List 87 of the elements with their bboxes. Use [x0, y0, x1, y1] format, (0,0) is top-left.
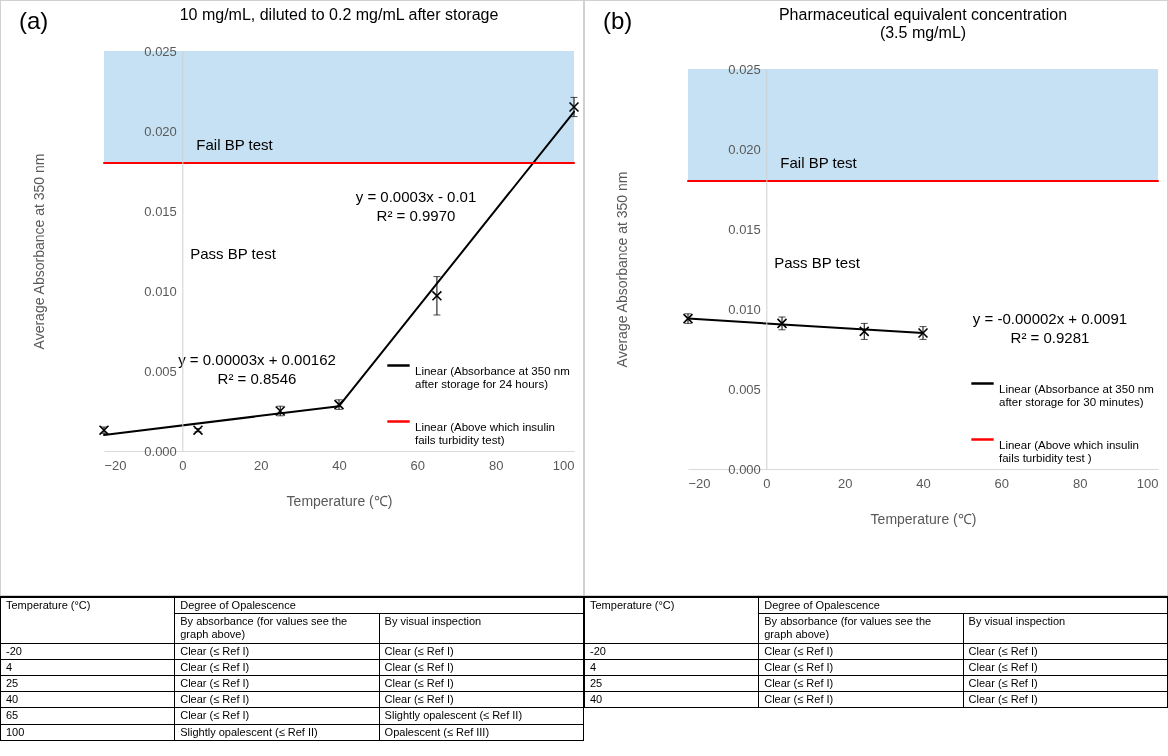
y-tick-label: 0.005	[144, 363, 177, 379]
y-tick-label: 0.015	[728, 221, 761, 237]
x-tick-label: −20	[104, 457, 127, 473]
annotation: y = 0.0003x - 0.01	[355, 188, 477, 205]
text: (b)	[603, 7, 633, 35]
text: By absorbance (for values see the graph above)	[174, 613, 380, 644]
text: Clear (≤ Ref I)	[963, 659, 1168, 676]
annotation: Pass BP test	[774, 254, 861, 271]
x-tick-label: 40	[916, 475, 931, 491]
text: 40	[584, 691, 759, 708]
y-tick-label: 0.000	[144, 443, 177, 459]
text: Clear (≤ Ref I)	[379, 691, 584, 708]
text: Clear (≤ Ref I)	[758, 643, 964, 660]
x-tick-label: 0	[763, 475, 771, 491]
x-tick-label: 60	[410, 457, 426, 473]
y-tick-label: 0.010	[728, 301, 761, 317]
text: Clear (≤ Ref I)	[758, 675, 964, 692]
y-axis-title: Average Absorbance at 350 nm	[614, 171, 631, 368]
x-tick-label: 60	[994, 475, 1010, 491]
annotation: R² = 0.9281	[1010, 329, 1090, 346]
chart-title: 10 mg/mL, diluted to 0.2 mg/mL after storage	[179, 6, 499, 23]
annotation: y = -0.00002x + 0.0091	[972, 310, 1128, 327]
text: -20	[0, 643, 175, 660]
x-axis-title: Temperature (℃)	[286, 492, 393, 509]
text: Temperature (°C)	[584, 597, 759, 644]
text: 65	[0, 707, 175, 724]
text: Slightly opalescent (≤ Ref II)	[174, 724, 380, 741]
x-tick-label: 0	[179, 457, 187, 473]
text: (a)	[19, 7, 49, 35]
annotation: Pass BP test	[190, 245, 277, 262]
annotation: y = 0.00003x + 0.00162	[178, 351, 336, 368]
text: 4	[584, 659, 759, 676]
text: Clear (≤ Ref I)	[379, 643, 584, 660]
text: Temperature (°C)	[0, 597, 175, 644]
text: Clear (≤ Ref I)	[174, 691, 380, 708]
y-axis-title: Average Absorbance at 350 nm	[30, 153, 47, 350]
text: Clear (≤ Ref I)	[963, 643, 1168, 660]
legend-label: Linear (Absorbance at 350 nm after storage for 30 minutes)	[999, 382, 1154, 408]
text: Clear (≤ Ref I)	[379, 659, 584, 676]
chart-subtitle: (3.5 mg/mL)	[879, 24, 967, 41]
text: 100	[0, 724, 175, 741]
text: Clear (≤ Ref I)	[963, 675, 1168, 692]
y-tick-label: 0.000	[728, 461, 761, 477]
text: Degree of Opalescence	[174, 597, 584, 614]
text: Clear (≤ Ref I)	[174, 659, 380, 676]
chart-title: Pharmaceutical equivalent concentration	[778, 6, 1068, 23]
y-tick-label: 0.025	[144, 43, 177, 59]
band-label: Fail BP test	[196, 136, 274, 153]
text: By visual inspection	[963, 613, 1168, 644]
x-axis-title: Temperature (℃)	[870, 510, 977, 527]
y-tick-label: 0.020	[144, 123, 177, 139]
y-tick-label: 0.020	[728, 141, 761, 157]
text: Clear (≤ Ref I)	[758, 691, 964, 708]
text: Clear (≤ Ref I)	[174, 707, 380, 724]
text: Clear (≤ Ref I)	[379, 675, 584, 692]
text: -20	[584, 643, 759, 660]
annotation: R² = 0.8546	[217, 370, 297, 387]
y-tick-label: 0.010	[144, 283, 177, 299]
text: Clear (≤ Ref I)	[174, 643, 380, 660]
text: 25	[0, 675, 175, 692]
text: 40	[0, 691, 175, 708]
text: Slightly opalescent (≤ Ref II)	[379, 707, 584, 724]
legend-label: Linear (Absorbance at 350 nm after storage for 24 hours)	[415, 364, 570, 390]
legend-label: Linear (Above which insulin fails turbidity test )	[999, 438, 1139, 464]
text: Opalescent (≤ Ref III)	[379, 724, 584, 741]
x-tick-label: 20	[837, 475, 853, 491]
text: Clear (≤ Ref I)	[758, 659, 964, 676]
band-label: Fail BP test	[780, 154, 858, 171]
text: By visual inspection	[379, 613, 584, 644]
legend-label: Linear (Above which insulin fails turbidity test)	[415, 420, 555, 446]
x-tick-label: 100	[1136, 475, 1159, 491]
x-tick-label: 20	[253, 457, 269, 473]
x-tick-label: 80	[1072, 475, 1088, 491]
y-tick-label: 0.005	[728, 381, 761, 397]
annotation: R² = 0.9970	[376, 207, 456, 224]
y-tick-label: 0.015	[144, 203, 177, 219]
text: Clear (≤ Ref I)	[174, 675, 380, 692]
text: By absorbance (for values see the graph above)	[758, 613, 964, 644]
text: Clear (≤ Ref I)	[963, 691, 1168, 708]
y-tick-label: 0.025	[728, 61, 761, 77]
x-tick-label: 40	[332, 457, 347, 473]
text: 25	[584, 675, 759, 692]
x-tick-label: −20	[688, 475, 711, 491]
x-tick-label: 100	[552, 457, 575, 473]
x-tick-label: 80	[488, 457, 504, 473]
text: 4	[0, 659, 175, 676]
text: Degree of Opalescence	[758, 597, 1168, 614]
